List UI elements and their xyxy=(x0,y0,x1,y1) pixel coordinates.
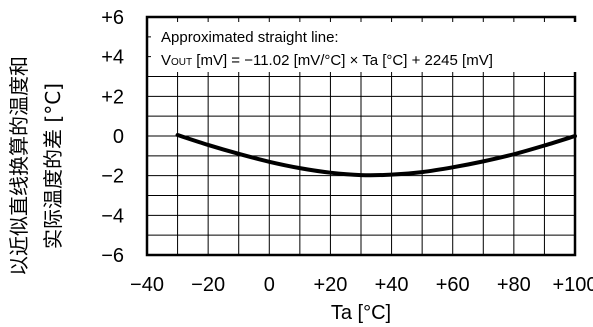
x-tick-label: +100 xyxy=(552,274,593,296)
annotation-line-1: Approximated straight line: xyxy=(161,29,339,46)
y-axis-title-line-2: 实际温度的差 [°C] xyxy=(41,83,65,249)
annotation-vout-main: V xyxy=(161,52,171,69)
y-tick-label: +2 xyxy=(101,86,124,108)
y-tick-label: +4 xyxy=(101,47,124,69)
y-tick-label: −2 xyxy=(101,166,124,188)
y-tick-label: +6 xyxy=(101,7,124,29)
series-line xyxy=(175,133,577,178)
y-tick-label: 0 xyxy=(113,126,124,148)
x-tick-label: +60 xyxy=(436,274,470,296)
y-axis-title-line-1: 以近似直线换算的温度和 xyxy=(7,56,31,276)
ticks-layer: −40 −20 0 +20 +40 +60 +80 +100−6−4−20+2+4+6 xyxy=(101,7,593,296)
annotation-formula-rest: [mV] = −11.02 [mV/°C] × Ta [°C] + 2245 [… xyxy=(192,52,493,69)
annotation-background xyxy=(151,22,577,72)
x-tick-label: +40 xyxy=(375,274,409,296)
series-layer xyxy=(175,133,577,178)
x-tick-label: 0 xyxy=(264,274,275,296)
annotation-vout-subscript: OUT xyxy=(171,57,192,68)
x-axis-title: Ta [°C] xyxy=(331,302,391,324)
x-tick-label: −40 xyxy=(130,274,164,296)
x-tick-label: +20 xyxy=(313,274,347,296)
y-tick-label: −6 xyxy=(101,245,124,267)
x-tick-label: +80 xyxy=(497,274,531,296)
annotation-formula: VOUT [mV] = −11.02 [mV/°C] × Ta [°C] + 2… xyxy=(161,52,493,69)
y-tick-label: −4 xyxy=(101,205,124,227)
x-tick-label: −20 xyxy=(191,274,225,296)
